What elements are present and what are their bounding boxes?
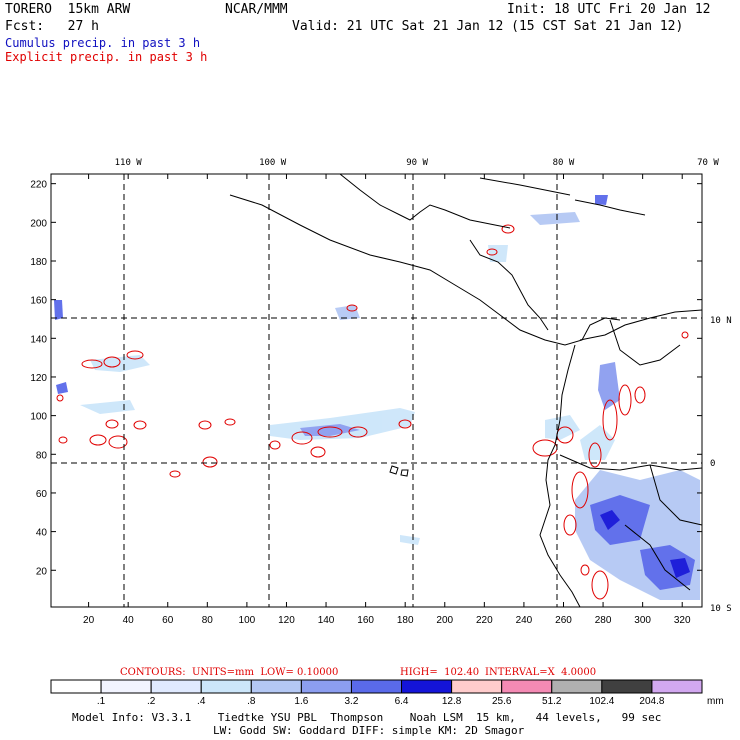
colorbar-swatch xyxy=(250,679,302,694)
coastlines xyxy=(229,173,703,608)
colorbar-swatch xyxy=(401,679,453,694)
y-tick-label: 200 xyxy=(30,218,47,229)
colorbar-swatch xyxy=(651,679,703,694)
x-tick-label: 20 xyxy=(83,615,95,626)
colorbar-label: 204.8 xyxy=(639,696,664,707)
colorbar-label: .8 xyxy=(247,696,256,707)
colorbar-swatch xyxy=(200,679,252,694)
x-tick-label: 200 xyxy=(436,615,453,626)
latitude-label: 0 xyxy=(710,459,715,469)
y-tick-label: 80 xyxy=(36,450,48,461)
colorbar-label: .1 xyxy=(97,696,106,707)
colorbar: .1 .2 .4 .8 1.6 3.2 6.4 12.8 25.6 51.2 102.4 204.8 m… xyxy=(50,679,724,707)
longitude-label: 110 W xyxy=(115,158,143,168)
colorbar-label: 51.2 xyxy=(542,696,562,707)
longitude-label: 100 W xyxy=(259,158,287,168)
explicit-legend-text: Explicit precip. in past 3 h xyxy=(5,50,208,64)
colorbar-label: 102.4 xyxy=(589,696,614,707)
y-tick-label: 20 xyxy=(36,566,48,577)
header-model: TORERO 15km ARW xyxy=(5,2,131,17)
colorbar-swatch xyxy=(551,679,603,694)
contour-interval: INTERVAL=X 4.0000 xyxy=(485,667,597,678)
y-tick-label: 120 xyxy=(30,373,47,384)
longitude-label: 70 W xyxy=(697,158,719,168)
explicit-precip-contours xyxy=(56,224,689,600)
x-tick-label: 240 xyxy=(516,615,533,626)
colorbar-swatch xyxy=(451,679,503,694)
x-tick-label: 120 xyxy=(278,615,295,626)
colorbar-label: .2 xyxy=(147,696,156,707)
x-tick-label: 320 xyxy=(674,615,691,626)
latitude-label: 10 N xyxy=(710,316,732,326)
colorbar-unit: mm xyxy=(707,696,724,707)
y-tick-label: 60 xyxy=(36,489,48,500)
axis-tick-labels: 20 40 60 80 100 120 140 160 180 200 220 240 260 280 30… xyxy=(30,180,691,626)
footer-line1: Model Info: V3.3.1 Tiedtke YSU PBL Thomp… xyxy=(72,711,662,724)
colorbar-swatch xyxy=(100,679,152,694)
header-fcst: Fcst: 27 h xyxy=(5,19,99,34)
colorbar-swatch xyxy=(350,679,403,694)
header-org: NCAR/MMM xyxy=(225,2,288,17)
graticule xyxy=(51,174,702,607)
contour-high: HIGH= 102.40 xyxy=(400,667,480,678)
colorbar-swatch xyxy=(300,679,352,694)
x-tick-label: 160 xyxy=(357,615,374,626)
x-tick-label: 100 xyxy=(239,615,256,626)
x-tick-label: 60 xyxy=(162,615,174,626)
y-tick-label: 180 xyxy=(30,257,47,268)
x-tick-label: 260 xyxy=(555,615,572,626)
header-init: Init: 18 UTC Fri 20 Jan 12 xyxy=(507,2,711,17)
axis-ticks xyxy=(51,174,702,607)
latitude-label: 10 S xyxy=(710,604,732,614)
colorbar-label: 6.4 xyxy=(395,696,409,707)
cumulus-legend-text: Cumulus precip. in past 3 h xyxy=(5,36,201,50)
y-tick-label: 40 xyxy=(36,528,48,539)
longitude-label: 90 W xyxy=(406,158,428,168)
x-tick-label: 180 xyxy=(397,615,414,626)
colorbar-label: 25.6 xyxy=(492,696,512,707)
x-tick-label: 300 xyxy=(634,615,651,626)
footer-line2: LW: Godd SW: Goddard DIFF: simple KM: 2D… xyxy=(213,724,525,737)
y-tick-label: 220 xyxy=(30,180,47,191)
header-valid: Valid: 21 UTC Sat 21 Jan 12 (15 CST Sat … xyxy=(292,19,684,34)
colorbar-label: 1.6 xyxy=(294,696,308,707)
y-tick-label: 140 xyxy=(30,334,47,345)
colorbar-swatch xyxy=(50,679,102,694)
colorbar-swatch xyxy=(150,679,202,694)
x-tick-label: 140 xyxy=(318,615,335,626)
colorbar-label: 12.8 xyxy=(442,696,462,707)
colorbar-swatch xyxy=(601,679,653,694)
colorbar-swatch xyxy=(501,679,553,694)
geo-labels: 110 W 100 W 90 W 80 W 70 W 10 N 0 10 S xyxy=(115,158,732,614)
colorbar-label: 3.2 xyxy=(345,696,359,707)
y-tick-label: 100 xyxy=(30,412,47,423)
contour-info: CONTOURS: UNITS=mm LOW= 0.10000 xyxy=(120,667,339,678)
longitude-label: 80 W xyxy=(553,158,575,168)
x-tick-label: 280 xyxy=(595,615,612,626)
x-tick-label: 40 xyxy=(123,615,135,626)
colorbar-label: .4 xyxy=(197,696,206,707)
x-tick-label: 80 xyxy=(202,615,214,626)
y-tick-label: 160 xyxy=(30,296,47,307)
x-tick-label: 220 xyxy=(476,615,493,626)
